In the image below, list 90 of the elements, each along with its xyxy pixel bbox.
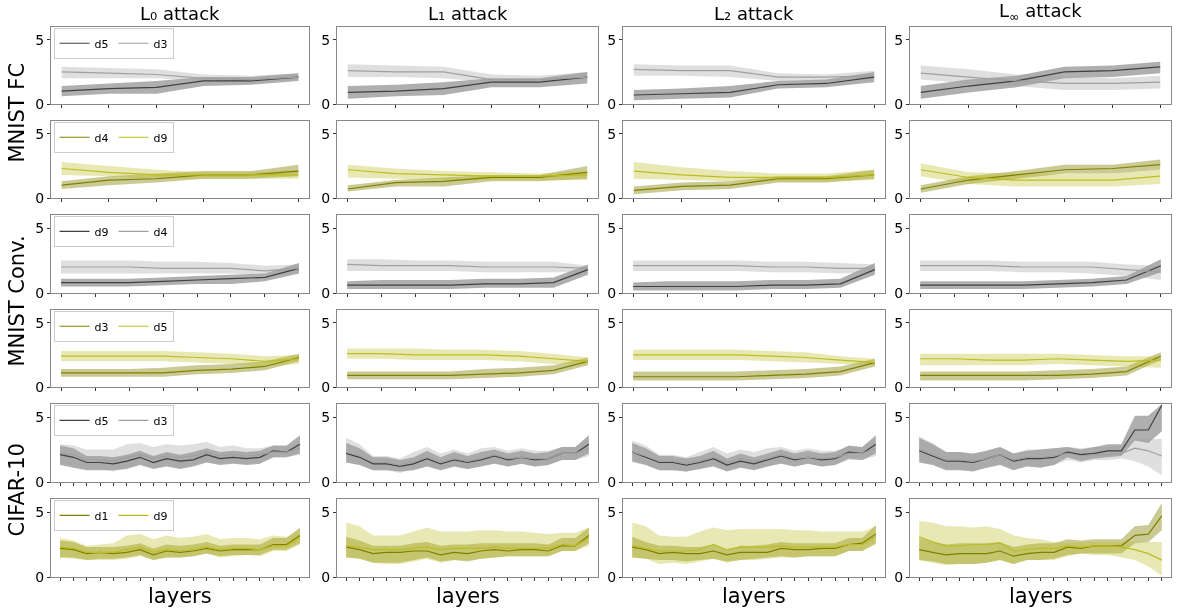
y-tick-label: 5: [607, 125, 617, 142]
y-tick-label: 5: [35, 314, 45, 331]
y-tick-label: 0: [321, 378, 331, 395]
y-tick-label: 0: [607, 473, 617, 490]
y-tick-label: 0: [894, 95, 904, 112]
y-tick-label: 0: [35, 378, 45, 395]
y-tick-label: 0: [35, 473, 45, 490]
line-series: [632, 269, 876, 288]
line-series: [347, 169, 588, 177]
y-tick-label: 5: [894, 503, 904, 520]
y-tick-label: 0: [894, 189, 904, 206]
legend-label: d9: [153, 131, 168, 145]
line-series: [918, 447, 1163, 462]
legend-label: d5: [94, 414, 109, 428]
y-tick-label: 0: [607, 284, 617, 301]
chart-title: L₁ attack: [428, 3, 509, 24]
legend-label: d4: [153, 225, 168, 239]
y-tick-label: 5: [894, 125, 904, 142]
y-tick-label: 5: [35, 219, 45, 236]
chart-title: L₂ attack: [714, 3, 795, 24]
y-tick-label: 5: [894, 408, 904, 425]
legend-label: d9: [94, 225, 109, 239]
y-tick-label: 5: [321, 125, 331, 142]
y-tick-label: 5: [607, 408, 617, 425]
y-tick-label: 0: [894, 568, 904, 585]
y-tick-label: 5: [35, 408, 45, 425]
y-tick-label: 0: [894, 378, 904, 395]
y-tick-label: 5: [35, 125, 45, 142]
legend-label: d4: [94, 131, 109, 145]
y-tick-label: 0: [35, 284, 45, 301]
line-series: [346, 353, 589, 362]
y-axis-title: MNIST Conv.: [4, 235, 29, 367]
x-axis-title: layers: [722, 584, 786, 608]
x-axis-title: layers: [436, 584, 500, 608]
y-tick-label: 0: [321, 284, 331, 301]
y-tick-label: 5: [894, 219, 904, 236]
y-tick-label: 0: [894, 284, 904, 301]
y-tick-label: 5: [321, 219, 331, 236]
y-tick-label: 0: [321, 568, 331, 585]
y-tick-label: 0: [35, 568, 45, 585]
y-tick-label: 0: [607, 189, 617, 206]
line-series: [347, 171, 588, 190]
line-series: [61, 71, 299, 81]
line-series: [920, 72, 1161, 85]
line-series: [632, 354, 876, 364]
line-series: [633, 68, 875, 78]
y-tick-label: 5: [321, 31, 331, 48]
line-series: [920, 169, 1161, 181]
y-tick-label: 5: [321, 503, 331, 520]
y-tick-label: 0: [35, 189, 45, 206]
y-tick-label: 0: [35, 95, 45, 112]
y-tick-label: 5: [35, 503, 45, 520]
y-tick-label: 0: [607, 95, 617, 112]
y-tick-label: 5: [894, 314, 904, 331]
y-tick-label: 5: [607, 31, 617, 48]
line-series: [60, 267, 300, 284]
line-series: [918, 515, 1163, 557]
legend-label: d3: [153, 37, 168, 51]
legend-label: d5: [153, 320, 168, 334]
y-tick-label: 0: [607, 568, 617, 585]
y-tick-label: 5: [894, 31, 904, 48]
y-tick-label: 5: [607, 503, 617, 520]
y-tick-label: 5: [607, 314, 617, 331]
line-series: [919, 265, 1162, 286]
line-series: [919, 265, 1162, 273]
y-tick-label: 5: [321, 408, 331, 425]
line-series: [345, 534, 590, 556]
legend-label: d1: [94, 509, 109, 523]
x-axis-title: layers: [1009, 584, 1073, 608]
y-axis-title: MNIST FC: [4, 62, 29, 163]
chart-title: L₀ attack: [140, 3, 221, 24]
legend-label: d3: [94, 320, 109, 334]
y-axis-title: CIFAR-10: [4, 443, 29, 537]
line-series: [345, 537, 590, 551]
y-tick-label: 0: [321, 189, 331, 206]
legend-label: d5: [94, 37, 109, 51]
y-tick-label: 5: [35, 31, 45, 48]
y-tick-label: 0: [321, 473, 331, 490]
y-tick-label: 0: [894, 473, 904, 490]
x-axis-title: layers: [148, 584, 212, 608]
legend-label: d3: [153, 414, 168, 428]
y-tick-label: 5: [607, 219, 617, 236]
y-tick-label: 5: [321, 314, 331, 331]
legend-label: d9: [153, 509, 168, 523]
chart-title: L$_{∞}$ attack: [999, 0, 1083, 24]
line-series: [346, 269, 589, 286]
line-series: [918, 536, 1163, 561]
y-tick-label: 0: [321, 95, 331, 112]
line-series: [632, 362, 876, 378]
y-tick-label: 0: [607, 378, 617, 395]
